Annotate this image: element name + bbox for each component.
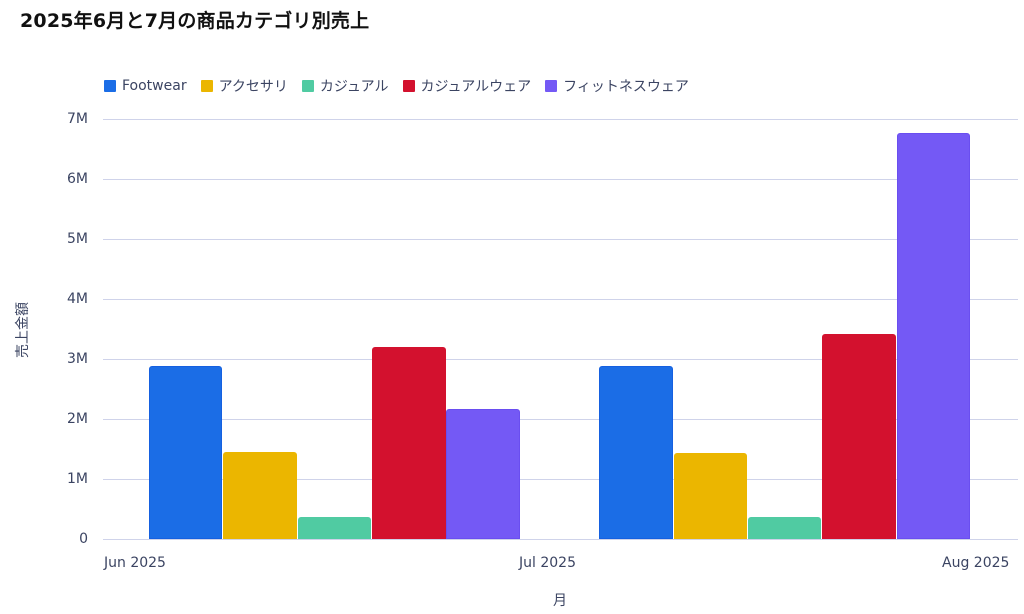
legend-swatch-icon — [402, 80, 415, 92]
plot-area — [103, 119, 1018, 540]
y-tick: 5M — [67, 231, 88, 247]
x-tick: Jun 2025 — [104, 555, 166, 571]
bar-jun-accessories[interactable] — [223, 452, 297, 539]
gridline — [103, 119, 1018, 120]
legend-label: フィットネスウェア — [563, 79, 689, 95]
legend-item-fitnesswear[interactable]: フィットネスウェア — [545, 76, 689, 96]
x-axis-line — [103, 539, 1018, 540]
legend-label: アクセサリ — [218, 79, 288, 95]
legend-item-casualwear[interactable]: カジュアルウェア — [402, 76, 532, 96]
x-tick: Aug 2025 — [942, 555, 1010, 571]
legend-label: カジュアルウェア — [420, 79, 532, 95]
gridline — [103, 299, 1018, 300]
bar-jun-casualwear[interactable] — [372, 347, 446, 539]
gridline — [103, 419, 1018, 420]
legend-swatch-icon — [545, 80, 558, 92]
legend-item-accessories[interactable]: アクセサリ — [200, 76, 288, 96]
y-tick: 6M — [67, 171, 88, 187]
bar-jul-fitnesswear[interactable] — [897, 133, 970, 539]
legend-swatch-icon — [301, 80, 314, 92]
legend-swatch-icon — [200, 80, 213, 92]
y-tick: 2M — [67, 411, 88, 427]
legend-label: カジュアル — [319, 79, 389, 95]
bar-jun-fitnesswear[interactable] — [446, 409, 520, 539]
legend-item-casual[interactable]: カジュアル — [301, 76, 389, 96]
y-tick: 4M — [67, 291, 88, 307]
bar-jul-accessories[interactable] — [674, 453, 747, 539]
bar-jul-footwear[interactable] — [599, 366, 673, 539]
bar-jul-casualwear[interactable] — [822, 334, 896, 539]
gridline — [103, 239, 1018, 240]
y-tick: 7M — [67, 111, 88, 127]
legend-item-footwear[interactable]: Footwear — [104, 78, 187, 94]
y-axis-label: 売上金額 — [15, 302, 31, 358]
y-tick: 1M — [67, 471, 88, 487]
legend-label: Footwear — [122, 78, 187, 94]
bar-jun-footwear[interactable] — [149, 366, 222, 539]
bar-jun-casual[interactable] — [298, 517, 371, 539]
legend-swatch-icon — [104, 80, 116, 92]
y-tick: 3M — [67, 351, 88, 367]
x-tick: Jul 2025 — [519, 555, 576, 571]
bar-jul-casual[interactable] — [748, 517, 821, 539]
chart-title: 2025年6月と7月の商品カテゴリ別売上 — [20, 10, 370, 32]
gridline — [103, 359, 1018, 360]
gridline — [103, 179, 1018, 180]
y-tick: 0 — [79, 531, 88, 547]
gridline — [103, 479, 1018, 480]
legend: Footwear アクセサリ カジュアル カジュアルウェア フィットネスウェア — [104, 76, 703, 96]
x-axis-label: 月 — [553, 593, 567, 609]
